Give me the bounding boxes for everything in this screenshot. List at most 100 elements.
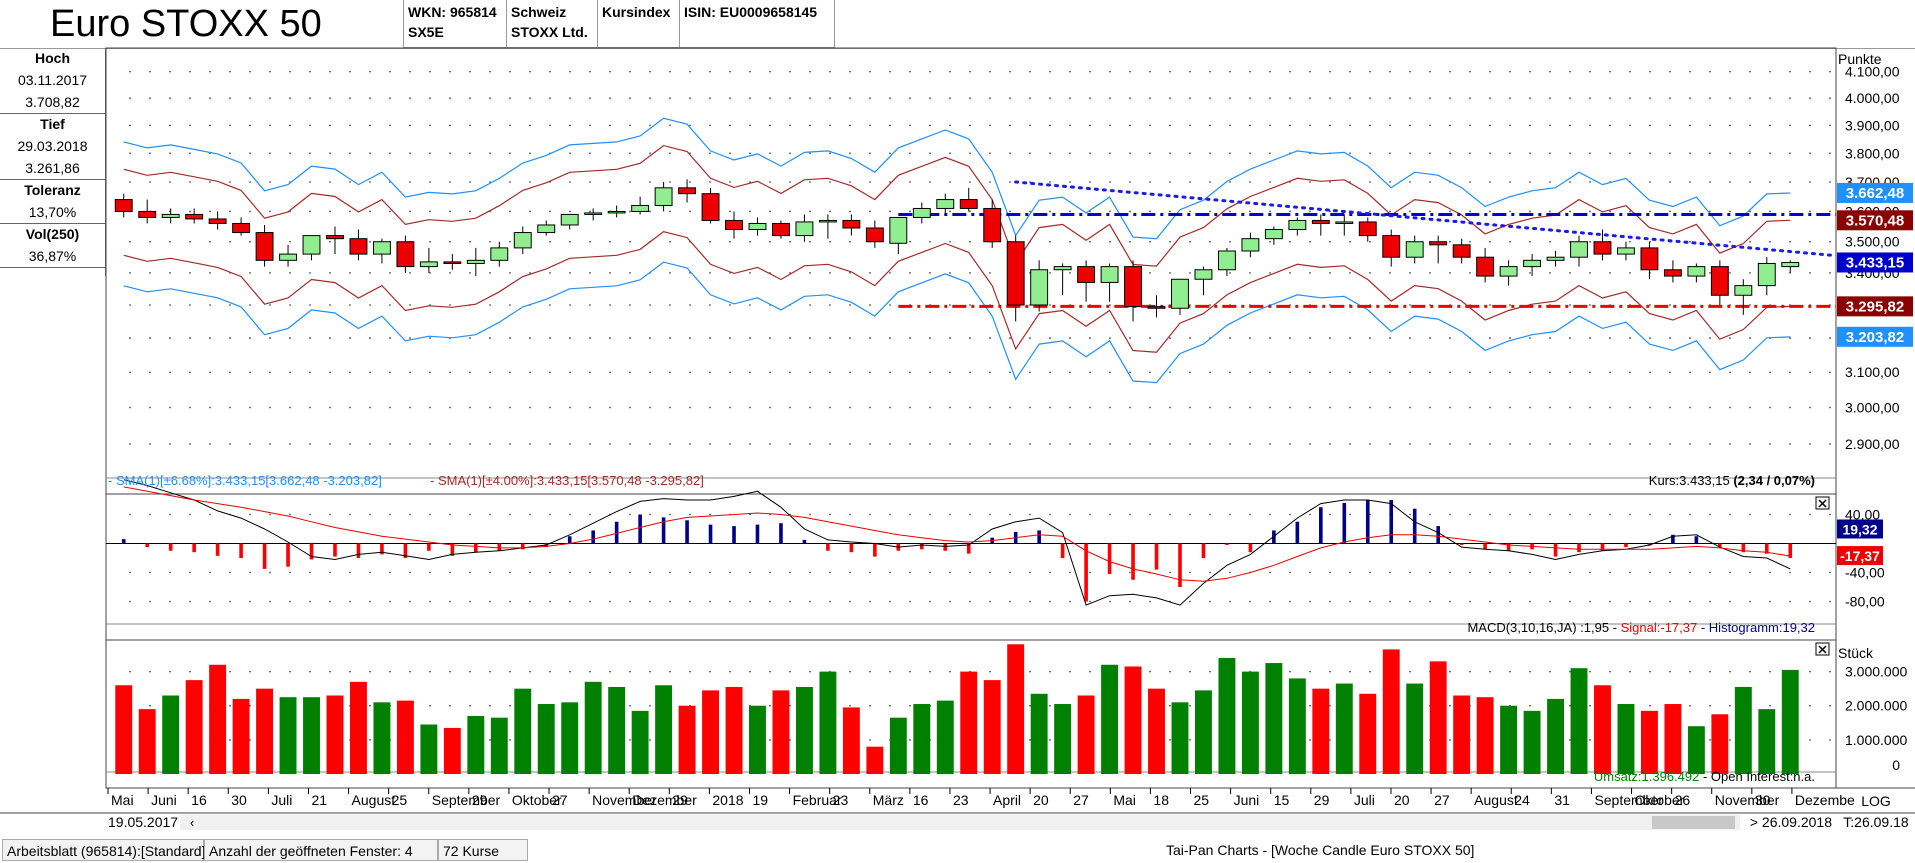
grid-dot bbox=[1829, 124, 1831, 127]
grid-dot bbox=[209, 70, 211, 73]
grid-dot bbox=[729, 240, 731, 243]
grid-dot bbox=[229, 337, 231, 339]
grid-dot bbox=[1049, 97, 1051, 100]
grid-dot bbox=[129, 124, 131, 127]
grid-dot bbox=[649, 210, 651, 213]
grid-dot bbox=[1609, 600, 1611, 603]
grid-dot bbox=[1389, 70, 1391, 73]
grid-dot bbox=[209, 371, 211, 374]
grid-dot bbox=[1029, 337, 1031, 339]
grid-dot bbox=[1469, 181, 1471, 183]
grid-dot bbox=[129, 371, 131, 374]
grid-dot bbox=[1369, 443, 1371, 445]
grid-dot bbox=[1489, 406, 1491, 409]
macd-tick-label: -40,00 bbox=[1845, 565, 1885, 581]
grid-dot bbox=[789, 406, 791, 409]
grid-dot bbox=[1109, 443, 1111, 445]
scrollbar-track[interactable] bbox=[180, 815, 1740, 830]
volume-close-icon[interactable] bbox=[1815, 642, 1830, 656]
grid-dot bbox=[1609, 337, 1611, 339]
candle-body bbox=[1757, 262, 1776, 287]
grid-dot bbox=[1149, 406, 1151, 409]
grid-dot bbox=[509, 337, 511, 339]
grid-dot bbox=[489, 571, 491, 574]
grid-dot bbox=[429, 70, 431, 73]
grid-dot bbox=[209, 181, 211, 183]
grid-dot bbox=[689, 513, 691, 516]
volume-bar bbox=[1429, 661, 1447, 774]
grid-dot bbox=[809, 272, 811, 274]
grid-dot bbox=[1829, 97, 1831, 100]
grid-dot bbox=[669, 513, 671, 516]
grid-dot bbox=[969, 70, 971, 73]
grid-dot bbox=[489, 406, 491, 409]
grid-dot bbox=[1329, 70, 1331, 73]
grid-dot bbox=[449, 513, 451, 516]
log-toggle[interactable]: LOG bbox=[1861, 793, 1891, 809]
grid-dot bbox=[189, 337, 191, 339]
grid-dot bbox=[769, 152, 771, 155]
grid-dot bbox=[869, 181, 871, 183]
grid-dot bbox=[1809, 240, 1811, 243]
grid-dot bbox=[1669, 210, 1671, 213]
grid-dot bbox=[1149, 371, 1151, 374]
grid-dot bbox=[269, 97, 271, 100]
low-label: Tief bbox=[0, 113, 105, 135]
grid-dot bbox=[1309, 406, 1311, 409]
grid-dot bbox=[1329, 406, 1331, 409]
grid-dot bbox=[1369, 70, 1371, 73]
grid-dot bbox=[589, 210, 591, 213]
grid-dot bbox=[349, 406, 351, 409]
macd-histogram-bar bbox=[1436, 526, 1440, 544]
volume-bar bbox=[232, 698, 250, 774]
grid-dot bbox=[289, 513, 291, 516]
grid-dot bbox=[1049, 406, 1051, 409]
grid-dot bbox=[1489, 571, 1491, 574]
macd-histogram-bar bbox=[1694, 536, 1699, 544]
candle-body bbox=[795, 221, 814, 237]
grid-dot bbox=[209, 210, 211, 213]
volume-bar bbox=[537, 704, 555, 774]
volume-bar bbox=[209, 664, 227, 774]
grid-dot bbox=[369, 670, 371, 673]
grid-dot bbox=[169, 70, 171, 73]
grid-dot bbox=[149, 70, 151, 73]
grid-dot bbox=[689, 600, 691, 603]
grid-dot bbox=[189, 97, 191, 100]
grid-dot bbox=[1409, 304, 1411, 306]
grid-dot bbox=[469, 97, 471, 100]
grid-dot bbox=[1049, 210, 1051, 213]
horizontal-scrollbar[interactable]: ‹ bbox=[180, 815, 1740, 830]
grid-dot bbox=[1749, 406, 1751, 409]
grid-dot bbox=[169, 181, 171, 183]
grid-dot bbox=[829, 304, 831, 306]
grid-dot bbox=[869, 443, 871, 445]
grid-dot bbox=[1229, 181, 1231, 183]
grid-dot bbox=[1769, 406, 1771, 409]
scroll-left-icon[interactable]: ‹ bbox=[190, 815, 194, 830]
grid-dot bbox=[1649, 124, 1651, 127]
grid-dot bbox=[429, 152, 431, 155]
grid-dot bbox=[1469, 571, 1471, 574]
grid-dot bbox=[1489, 513, 1491, 516]
grid-dot bbox=[489, 443, 491, 445]
grid-dot bbox=[1389, 406, 1391, 409]
grid-dot bbox=[769, 571, 771, 574]
grid-dot bbox=[149, 97, 151, 100]
volume-bar bbox=[1195, 690, 1212, 774]
grid-dot bbox=[1429, 600, 1431, 603]
grid-dot bbox=[1329, 181, 1331, 183]
grid-dot bbox=[1089, 181, 1091, 183]
grid-dot bbox=[1169, 124, 1171, 127]
grid-dot bbox=[1309, 738, 1311, 741]
grid-dot bbox=[1689, 70, 1691, 73]
macd-close-icon[interactable] bbox=[1815, 496, 1830, 510]
grid-dot bbox=[1049, 600, 1051, 603]
grid-dot bbox=[1749, 152, 1751, 155]
grid-dot bbox=[369, 443, 371, 445]
chart-canvas[interactable]: 4.100,004.000,003.900,003.800,003.700,00… bbox=[0, 0, 1915, 835]
grid-dot bbox=[1689, 240, 1691, 243]
grid-dot bbox=[549, 210, 551, 213]
grid-dot bbox=[689, 210, 691, 213]
scrollbar-thumb[interactable] bbox=[1652, 816, 1735, 829]
